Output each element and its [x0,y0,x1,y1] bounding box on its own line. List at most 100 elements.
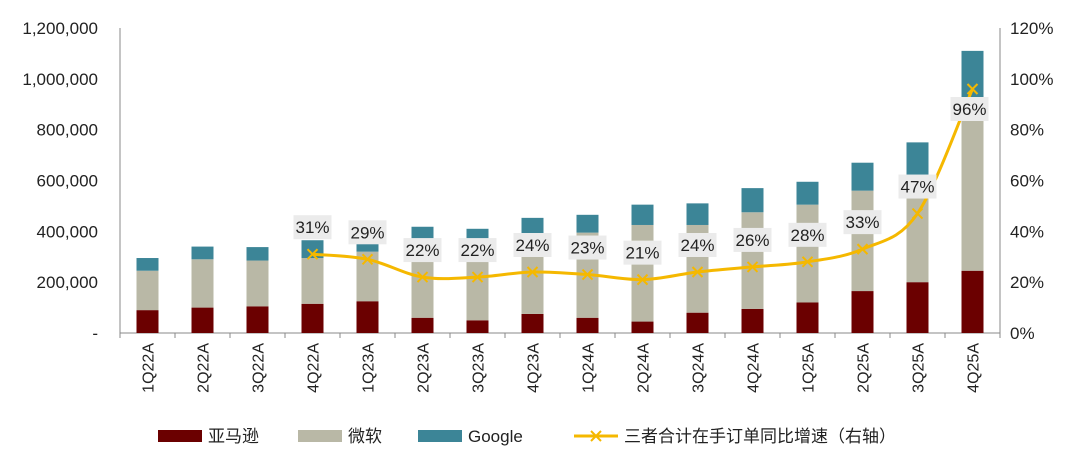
bar-segment [961,50,984,111]
legend-label: 微软 [348,427,382,446]
bar-segment [741,212,764,309]
growth-data-label: 23% [570,239,604,258]
right-y-tick-label: 100% [1010,70,1053,89]
data-label-background [403,238,442,263]
bar-segment [356,251,379,302]
growth-data-label: 22% [405,241,439,260]
growth-marker [361,253,374,265]
bar-segment [356,301,379,333]
legend-label: Google [468,427,523,446]
bar-segment [796,204,819,303]
data-label-background [678,233,717,257]
bar-segment [961,110,984,271]
bar-segment [301,258,324,304]
bar-segment [796,302,819,333]
x-tick-label: 1Q25A [801,343,818,393]
bar-segment [741,308,764,333]
data-label-background [843,210,882,235]
left-y-tick-label: 600,000 [37,172,98,191]
legend: 亚马逊 微软 Google 三者合计在手订单同比增速（右轴） [158,427,896,446]
bar-segment [906,282,929,333]
x-tick-label: 4Q24A [746,343,763,393]
bar-segment [246,306,269,333]
growth-data-label: 24% [680,236,714,255]
bar-segment [686,312,709,333]
data-label-background [950,97,989,121]
data-label-background [623,240,662,265]
growth-data-label: 26% [735,231,769,250]
growth-data-label: 21% [625,244,659,263]
right-y-tick-label: 120% [1010,19,1053,38]
x-tick-label: 3Q22A [251,343,268,393]
bar-segment [466,320,489,333]
growth-data-labels: 31% 29% 22% 22% 24% 23% 21% 24% 26% 28% 33% 47% 96% [293,97,989,265]
growth-marker [801,256,814,268]
right-y-tick-label: 60% [1010,172,1044,191]
x-axis-labels: 1Q22A 2Q22A 3Q22A 4Q22A 1Q23A 2Q23A 3Q23A 4Q23A… [141,343,983,393]
growth-marker [746,261,759,273]
x-tick-label: 4Q23A [526,343,543,393]
bar-segment [136,310,159,333]
data-label-background [458,238,497,263]
growth-marker [691,266,704,278]
bar-segment [136,258,159,271]
growth-marker [526,266,539,278]
x-tick-label: 1Q24A [581,343,598,393]
legend-swatch [418,430,462,442]
right-y-tick-label: 40% [1010,222,1044,241]
x-tick-label: 3Q25A [911,343,928,393]
growth-data-label: 22% [460,241,494,260]
bar-segment [906,142,929,182]
bar-segment [191,259,214,308]
bar-segment [466,245,489,321]
x-tick-label: 2Q22A [196,343,213,393]
data-label-background [293,215,332,240]
x-tick-label: 1Q23A [361,343,378,393]
x-tick-label: 4Q22A [306,343,323,393]
data-label-background [513,233,552,257]
bar-segment [631,321,654,333]
growth-data-label: 47% [900,178,934,197]
right-y-axis-labels: 0% 20% 40% 60% 80% 100% 120% [1010,19,1053,343]
legend-label: 三者合计在手订单同比增速（右轴） [624,427,896,446]
left-y-tick-label: 1,200,000 [22,19,98,38]
legend-marker [590,430,602,442]
x-tick-label: 4Q25A [966,343,983,393]
bar-segment [631,204,654,225]
growth-line [306,83,979,286]
bar-segment [796,181,819,205]
legend-swatch [158,430,202,442]
bar-segment [246,260,269,307]
left-y-tick-label: 200,000 [37,273,98,292]
right-y-tick-label: 20% [1010,273,1044,292]
x-tick-label: 3Q23A [471,343,488,393]
left-y-tick-label: 400,000 [37,222,98,241]
bar-segment [851,291,874,333]
right-y-tick-label: 80% [1010,121,1044,140]
growth-marker [966,83,979,95]
bar-segment [631,224,654,322]
growth-marker [416,271,429,283]
bar-segment [411,317,434,333]
legend-label: 亚马逊 [208,427,259,446]
x-axis-ticks [119,333,1001,338]
bar-segment [301,303,324,333]
left-y-tick-label: 800,000 [37,121,98,140]
bar-segment [576,317,599,333]
x-tick-label: 3Q24A [691,343,708,393]
bar-segment [136,270,159,311]
stacked-bars [136,50,984,333]
growth-data-label: 24% [515,236,549,255]
right-y-tick-label: 0% [1010,324,1035,343]
bar-segment [851,162,874,191]
growth-data-label: 96% [952,100,986,119]
bar-segment [961,270,984,333]
growth-marker [471,271,484,283]
bar-segment [246,247,269,261]
bar-segment [686,203,709,225]
bar-segment [851,190,874,292]
growth-marker [856,243,869,255]
bar-segment [191,246,214,260]
growth-data-label: 28% [790,226,824,245]
